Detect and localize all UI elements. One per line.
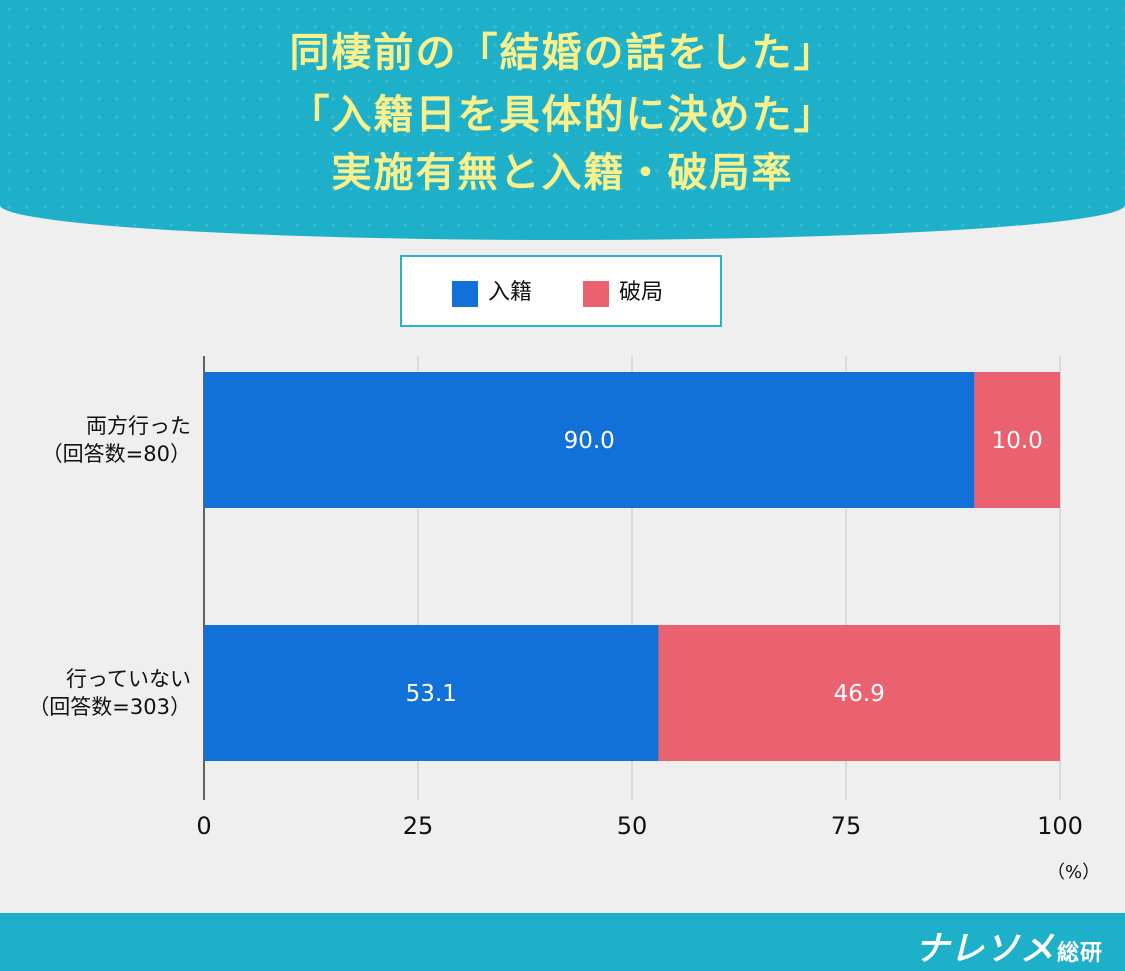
y-category-name: 行っていない xyxy=(66,667,191,691)
brand-name: ナレソメ xyxy=(914,929,1055,969)
x-tick-label: 75 xyxy=(830,812,862,840)
legend-swatch-marriage xyxy=(452,281,478,307)
brand-logo: ナレソメ総研 xyxy=(915,921,1103,970)
brand-suffix: 総研 xyxy=(1056,941,1103,966)
y-category-label-both: 両方行った （回答数=80） xyxy=(42,412,191,468)
bar-segment-marriage xyxy=(204,625,659,761)
y-category-label-none: 行っていない （回答数=303） xyxy=(28,665,191,721)
y-category-count: （回答数=303） xyxy=(28,695,191,719)
bar-segment-breakup xyxy=(658,625,1060,761)
bar-value-label: 10.0 xyxy=(992,428,1043,454)
bar-value-label: 46.9 xyxy=(834,681,885,707)
chart-title-line-2: 「入籍日を具体的に決めた」 xyxy=(289,92,836,138)
header-band xyxy=(0,0,1125,240)
x-tick-label: 0 xyxy=(196,812,212,840)
chart-title-line-1: 同棲前の「結婚の話をした」 xyxy=(289,30,836,76)
legend: 入籍 破局 xyxy=(400,255,722,327)
x-tick-label: 50 xyxy=(616,812,648,840)
legend-swatch-breakup xyxy=(583,281,609,307)
footer-band: ナレソメ総研 xyxy=(0,913,1125,971)
x-tick-label: 25 xyxy=(402,812,434,840)
y-category-count: （回答数=80） xyxy=(41,442,191,466)
x-axis-unit: （%） xyxy=(1047,862,1101,883)
bar-segment-marriage xyxy=(204,372,975,508)
bar-segment-breakup xyxy=(974,372,1060,508)
legend-label-breakup: 破局 xyxy=(619,280,664,305)
chart-title-line-3: 実施有無と入籍・破局率 xyxy=(331,150,794,196)
legend-label-marriage: 入籍 xyxy=(488,280,533,305)
bar-value-label: 53.1 xyxy=(406,681,457,707)
y-category-name: 両方行った xyxy=(86,414,191,438)
x-tick-label: 100 xyxy=(1037,812,1083,840)
bar-value-label: 90.0 xyxy=(564,428,615,454)
